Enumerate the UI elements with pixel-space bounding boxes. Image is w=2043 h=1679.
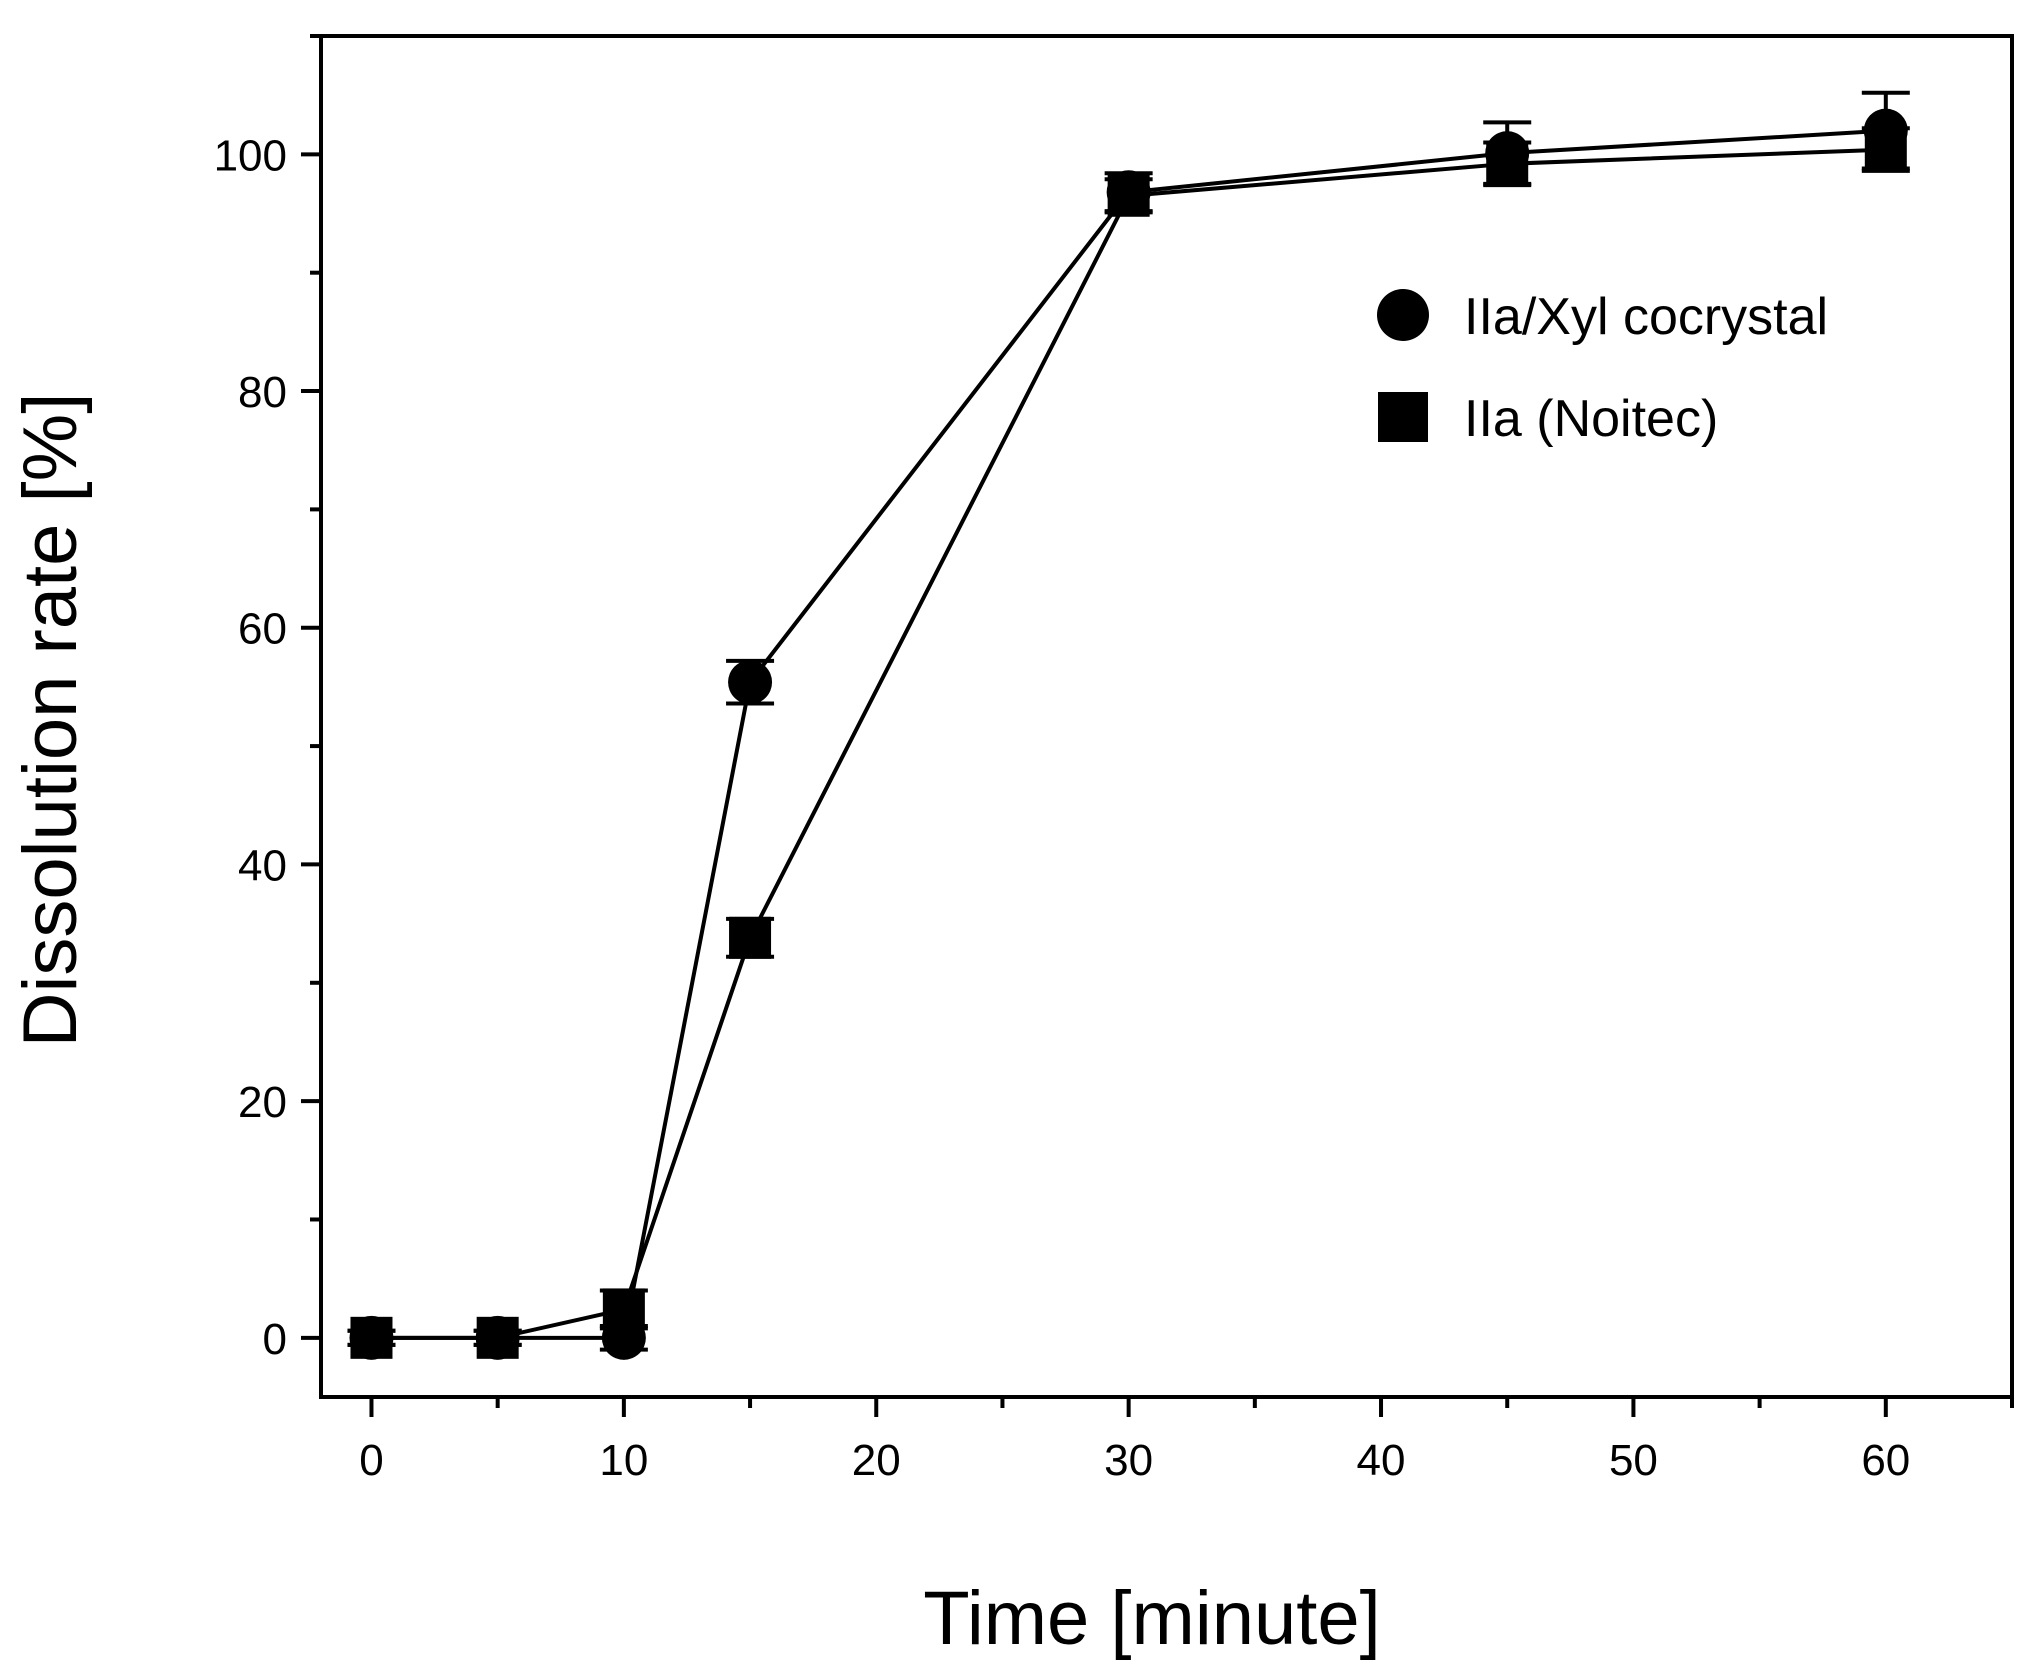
x-tick-label: 50 — [1609, 1436, 1658, 1485]
x-tick-label: 30 — [1104, 1436, 1153, 1485]
legend: IIa/Xyl cocrystal IIa (Noitec) — [1377, 288, 1828, 448]
x-tick-label: 40 — [1357, 1436, 1406, 1485]
y-tick-label: 40 — [238, 841, 287, 890]
legend-label-cocrystal: IIa/Xyl cocrystal — [1464, 288, 1828, 346]
x-tick-label: 60 — [1861, 1436, 1910, 1485]
y-axis: 0 20 40 60 80 100 — [214, 34, 321, 1364]
data-point-square — [476, 1316, 519, 1359]
plot-border — [319, 34, 2014, 1399]
x-tick-label: 20 — [852, 1436, 901, 1485]
legend-circle-marker — [1377, 289, 1429, 341]
y-tick-label: 20 — [238, 1078, 287, 1127]
x-tick-label: 10 — [599, 1436, 648, 1485]
x-axis-title: Time [minute] — [923, 1576, 1381, 1661]
data-point-square — [729, 916, 772, 959]
x-tick-label: 0 — [359, 1436, 383, 1485]
y-tick-label: 60 — [238, 605, 287, 654]
legend-label-noitec: IIa (Noitec) — [1464, 390, 1718, 448]
legend-square-marker — [1378, 392, 1428, 442]
data-point-circle — [728, 660, 773, 705]
y-tick-label: 0 — [263, 1315, 287, 1364]
y-axis-title: Dissolution rate [%] — [8, 393, 93, 1048]
y-tick-label: 100 — [214, 131, 287, 180]
data-point-square — [1864, 128, 1907, 171]
y-tick-label: 80 — [238, 368, 287, 417]
data-point-square — [602, 1288, 645, 1331]
series-noitec — [347, 126, 1910, 1359]
data-point-square — [1486, 142, 1529, 185]
data-point-square — [1107, 174, 1150, 217]
plot-frame — [319, 34, 2014, 1399]
series-layer — [347, 90, 1910, 1360]
x-axis: 0 10 20 30 40 50 60 — [359, 1397, 2014, 1485]
data-point-square — [350, 1316, 393, 1359]
